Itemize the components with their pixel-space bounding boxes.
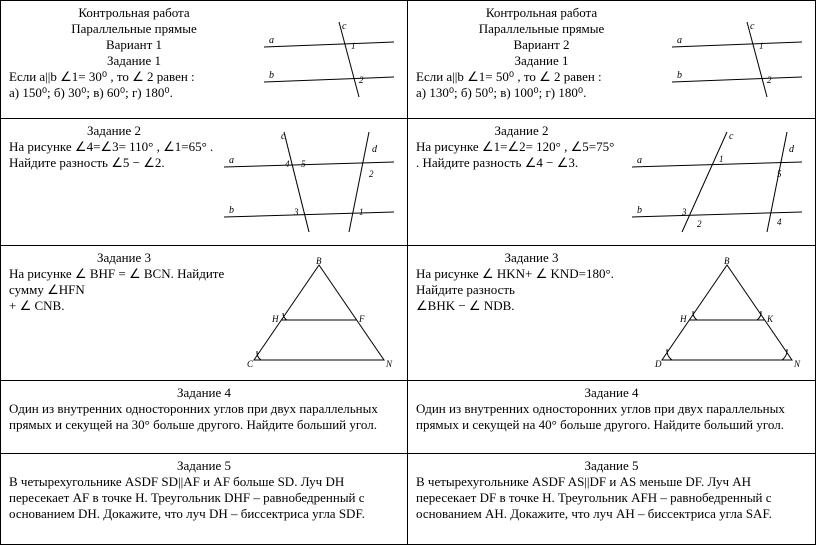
task1-line1: Если a||b ∠1= 30⁰ , то ∠ 2 равен : — [9, 69, 259, 85]
worksheet: Контрольная работа Параллельные прямые В… — [0, 0, 816, 545]
subtitle: Параллельные прямые — [9, 21, 259, 37]
svg-text:5: 5 — [777, 169, 782, 179]
task2-line1: На рисунке ∠1=∠2= 120° , ∠5=75° — [416, 139, 627, 155]
subtitle: Параллельные прямые — [416, 21, 667, 37]
svg-text:2: 2 — [369, 169, 374, 179]
svg-text:a: a — [637, 155, 642, 166]
svg-text:F: F — [358, 314, 365, 324]
svg-text:d: d — [372, 144, 378, 155]
svg-text:B: B — [316, 256, 322, 266]
task3-figure: B H F C N — [239, 250, 399, 377]
svg-text:1: 1 — [359, 207, 364, 217]
task3-title: Задание 3 — [9, 250, 239, 266]
task2-title: Задание 2 — [416, 123, 627, 139]
svg-text:B: B — [724, 256, 730, 266]
svg-text:C: C — [247, 359, 254, 369]
task3-title: Задание 3 — [416, 250, 647, 266]
svg-text:1: 1 — [759, 41, 764, 51]
task3-figure: B H K D N — [647, 250, 807, 377]
svg-text:a: a — [677, 35, 682, 46]
task1-line2: а) 150⁰; б) 30⁰; в) 60⁰; г) 180⁰. — [9, 85, 259, 101]
task2-figure: a b c d 1 5 3 2 4 — [627, 123, 807, 241]
svg-text:4: 4 — [285, 159, 290, 169]
variant: Вариант 1 — [9, 37, 259, 53]
task5-body: В четырехугольнике ASDF SD||AF и AF боль… — [9, 474, 399, 522]
task5-title: Задание 5 — [9, 458, 399, 474]
svg-text:5: 5 — [301, 159, 306, 169]
svg-text:2: 2 — [697, 219, 702, 229]
task1-figure: a b c 1 2 — [259, 5, 399, 114]
task1-line2: а) 130⁰; б) 50⁰; в) 100⁰; г) 180⁰. — [416, 85, 667, 101]
task4-body: Один из внутренних односторонних углов п… — [416, 401, 807, 433]
task5-body: В четырехугольнике ASDF AS||DF и AS мень… — [416, 474, 807, 522]
svg-text:b: b — [637, 205, 642, 216]
task3-line2: + ∠ CNB. — [9, 298, 239, 314]
svg-text:c: c — [281, 131, 286, 142]
title: Контрольная работа — [416, 5, 667, 21]
svg-text:K: K — [766, 314, 774, 324]
task2-line2: . Найдите разность ∠4 − ∠3. — [416, 155, 627, 171]
svg-text:N: N — [385, 359, 393, 369]
task1-title: Задание 1 — [9, 53, 259, 69]
svg-text:c: c — [729, 131, 734, 142]
svg-text:3: 3 — [681, 207, 687, 217]
svg-text:1: 1 — [719, 154, 724, 164]
task4-title: Задание 4 — [9, 385, 399, 401]
svg-text:d: d — [789, 144, 795, 155]
task3-line2: ∠BHK − ∠ NDB. — [416, 298, 647, 314]
svg-text:3: 3 — [293, 207, 299, 217]
svg-text:b: b — [229, 205, 234, 216]
task2-title: Задание 2 — [9, 123, 219, 139]
svg-text:b: b — [677, 70, 682, 81]
svg-text:N: N — [793, 359, 801, 369]
svg-text:b: b — [269, 70, 274, 81]
task1-line1: Если a||b ∠1= 50⁰ , то ∠ 2 равен : — [416, 69, 667, 85]
task4-title: Задание 4 — [416, 385, 807, 401]
svg-text:2: 2 — [359, 75, 364, 85]
task1-title: Задание 1 — [416, 53, 667, 69]
task3-line1: На рисунке ∠ BHF = ∠ BCN. Найдите сумму … — [9, 266, 239, 298]
task3-line1: На рисунке ∠ HKN+ ∠ KND=180°. Найдите ра… — [416, 266, 647, 298]
svg-text:4: 4 — [777, 217, 782, 227]
svg-text:H: H — [271, 314, 279, 324]
svg-text:1: 1 — [351, 41, 356, 51]
task1-figure: a b c 1 2 — [667, 5, 807, 114]
svg-text:a: a — [269, 35, 274, 46]
task2-line2: Найдите разность ∠5 − ∠2. — [9, 155, 219, 171]
task2-figure: a b c d 4 5 2 3 1 — [219, 123, 399, 241]
svg-text:2: 2 — [767, 75, 772, 85]
task5-title: Задание 5 — [416, 458, 807, 474]
title: Контрольная работа — [9, 5, 259, 21]
svg-text:H: H — [679, 314, 687, 324]
svg-text:D: D — [654, 359, 662, 369]
variant: Вариант 2 — [416, 37, 667, 53]
svg-text:c: c — [342, 21, 347, 32]
svg-text:c: c — [750, 21, 755, 32]
svg-text:a: a — [229, 155, 234, 166]
task4-body: Один из внутренних односторонних углов п… — [9, 401, 399, 433]
task2-line1: На рисунке ∠4=∠3= 110° , ∠1=65° . — [9, 139, 219, 155]
